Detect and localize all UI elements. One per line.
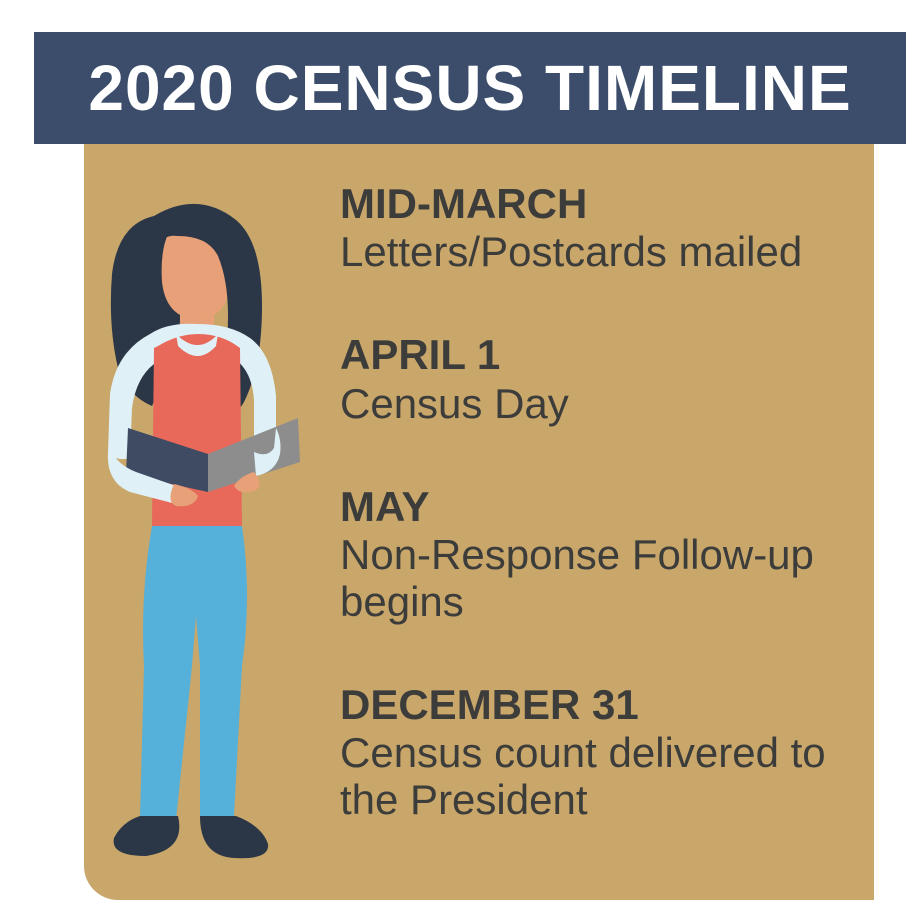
timeline-desc: Non-Response Follow-up begins: [340, 531, 880, 625]
timeline-desc: Census count delivered to the President: [340, 729, 880, 823]
header-bar: 2020 CENSUS TIMELINE: [34, 32, 906, 144]
timeline-date: DECEMBER 31: [340, 681, 880, 729]
timeline-item: DECEMBER 31 Census count delivered to th…: [340, 681, 880, 823]
timeline-item: APRIL 1 Census Day: [340, 331, 880, 426]
woman-reading-icon: [58, 196, 358, 886]
shoe-right: [200, 816, 268, 858]
pants: [140, 526, 247, 820]
shoe-left: [114, 816, 180, 856]
timeline-item: MAY Non-Response Follow-up begins: [340, 483, 880, 625]
timeline-date: APRIL 1: [340, 331, 880, 379]
timeline-date: MAY: [340, 483, 880, 531]
header-title: 2020 CENSUS TIMELINE: [88, 51, 851, 125]
timeline-list: MID-MARCH Letters/Postcards mailed APRIL…: [340, 180, 880, 879]
timeline-item: MID-MARCH Letters/Postcards mailed: [340, 180, 880, 275]
timeline-date: MID-MARCH: [340, 180, 880, 228]
timeline-desc: Census Day: [340, 380, 880, 427]
timeline-desc: Letters/Postcards mailed: [340, 228, 880, 275]
